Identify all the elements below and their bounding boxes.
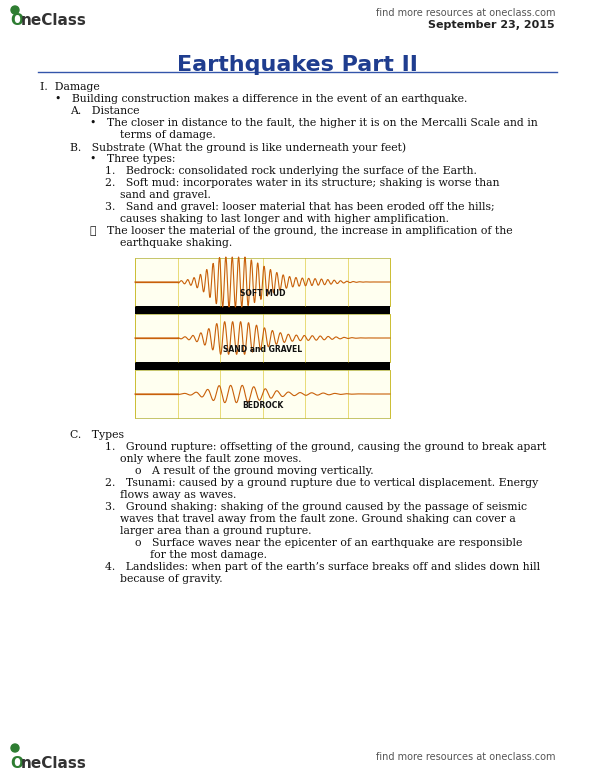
Text: BEDROCK: BEDROCK [242,401,283,410]
Text: for the most damage.: for the most damage. [150,550,267,560]
Text: O: O [10,756,23,770]
Text: flows away as waves.: flows away as waves. [120,490,236,500]
Text: B.   Substrate (What the ground is like underneath your feet): B. Substrate (What the ground is like un… [70,142,406,152]
Text: only where the fault zone moves.: only where the fault zone moves. [120,454,302,464]
Text: •   The closer in distance to the fault, the higher it is on the Mercalli Scale : • The closer in distance to the fault, t… [90,118,538,128]
Text: sand and gravel.: sand and gravel. [120,190,211,200]
Text: 3.   Ground shaking: shaking of the ground caused by the passage of seismic: 3. Ground shaking: shaking of the ground… [105,502,527,512]
Text: I.  Damage: I. Damage [40,82,100,92]
Text: terms of damage.: terms of damage. [120,130,216,140]
Text: neClass: neClass [21,13,87,28]
Text: September 23, 2015: September 23, 2015 [428,20,555,30]
Text: 3.   Sand and gravel: looser material that has been eroded off the hills;: 3. Sand and gravel: looser material that… [105,202,494,212]
Bar [135,314,390,362]
Text: •   Three types:: • Three types: [90,154,176,164]
Text: earthquake shaking.: earthquake shaking. [120,238,232,248]
Text: O: O [10,13,23,28]
Text: •   Building construction makes a difference in the event of an earthquake.: • Building construction makes a differen… [55,94,468,104]
Text: A.   Distance: A. Distance [70,106,139,116]
Text: find more resources at oneclass.com: find more resources at oneclass.com [375,8,555,18]
Bar [135,258,390,306]
Circle shape [11,6,19,14]
Text: causes shaking to last longer and with higher amplification.: causes shaking to last longer and with h… [120,214,449,224]
Text: larger area than a ground rupture.: larger area than a ground rupture. [120,526,312,536]
Text: SOFT MUD: SOFT MUD [240,289,285,298]
Circle shape [11,744,19,752]
Text: find more resources at oneclass.com: find more resources at oneclass.com [375,752,555,762]
Text: 4.   Landslides: when part of the earth’s surface breaks off and slides down hil: 4. Landslides: when part of the earth’s … [105,562,540,572]
Bar [135,306,390,314]
Text: 2.   Soft mud: incorporates water in its structure; shaking is worse than: 2. Soft mud: incorporates water in its s… [105,178,499,188]
Text: 1.   Bedrock: consolidated rock underlying the surface of the Earth.: 1. Bedrock: consolidated rock underlying… [105,166,477,176]
Text: waves that travel away from the fault zone. Ground shaking can cover a: waves that travel away from the fault zo… [120,514,516,524]
Text: C.   Types: C. Types [70,430,124,440]
Bar [135,370,390,418]
Text: Earthquakes Part II: Earthquakes Part II [177,55,418,75]
Text: o   Surface waves near the epicenter of an earthquake are responsible: o Surface waves near the epicenter of an… [135,538,522,548]
Text: 2.   Tsunami: caused by a ground rupture due to vertical displacement. Energy: 2. Tsunami: caused by a ground rupture d… [105,478,538,488]
Text: neClass: neClass [21,756,87,770]
Text: because of gravity.: because of gravity. [120,574,223,584]
Text: ❖   The looser the material of the ground, the increase in amplification of the: ❖ The looser the material of the ground,… [90,226,513,236]
Text: 1.   Ground rupture: offsetting of the ground, causing the ground to break apart: 1. Ground rupture: offsetting of the gro… [105,442,546,452]
Bar [135,362,390,370]
Text: o   A result of the ground moving vertically.: o A result of the ground moving vertical… [135,466,374,476]
Text: SAND and GRAVEL: SAND and GRAVEL [223,345,302,354]
